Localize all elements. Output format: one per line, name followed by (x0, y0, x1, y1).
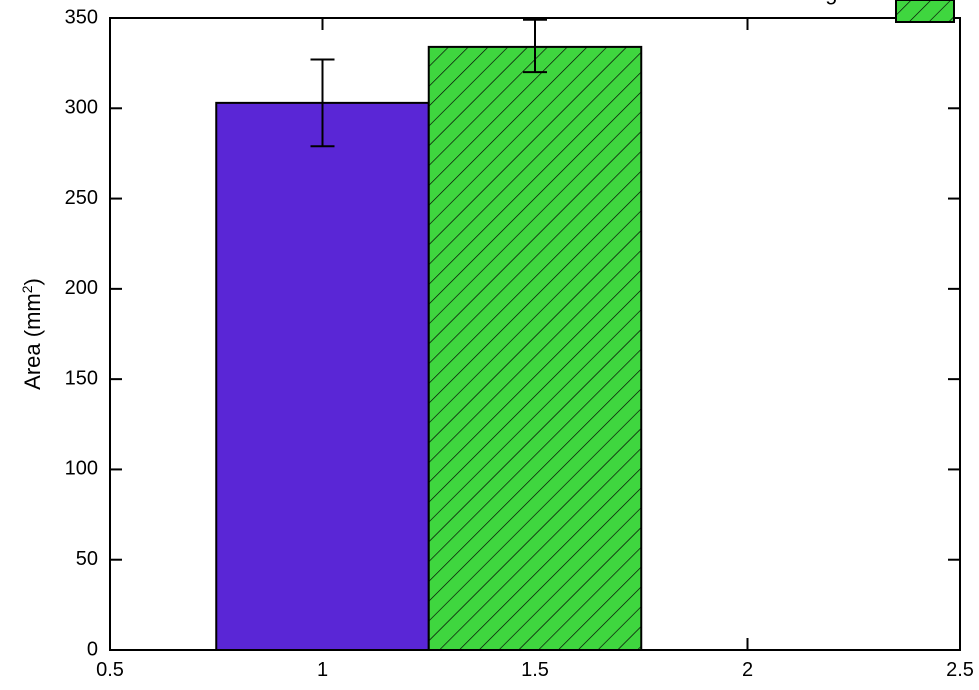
legend-label-negative: Negative (797, 0, 884, 5)
ytick-label: 300 (65, 97, 98, 119)
ytick-label: 100 (65, 458, 98, 480)
xtick-label: 1 (317, 659, 328, 681)
legend-swatch-negative (896, 0, 954, 22)
xtick-label: 2.5 (946, 659, 974, 681)
area-bar-chart: 0 50 100 150 200 250 300 350 0.5 1 1.5 2 2.5 Area (mm… (0, 0, 979, 690)
y-axis-label: Area (mm2) (19, 278, 45, 390)
bar-negative (429, 47, 642, 650)
xtick-label: 1.5 (521, 659, 549, 681)
ytick-label: 200 (65, 277, 98, 299)
xtick-label: 2 (742, 659, 753, 681)
ytick-label: 350 (65, 6, 98, 28)
ytick-label: 150 (65, 367, 98, 389)
ytick-label: 50 (76, 548, 98, 570)
ytick-label: 0 (87, 638, 98, 660)
bar-positive (216, 103, 429, 650)
xtick-label: 0.5 (96, 659, 124, 681)
ytick-label: 250 (65, 187, 98, 209)
